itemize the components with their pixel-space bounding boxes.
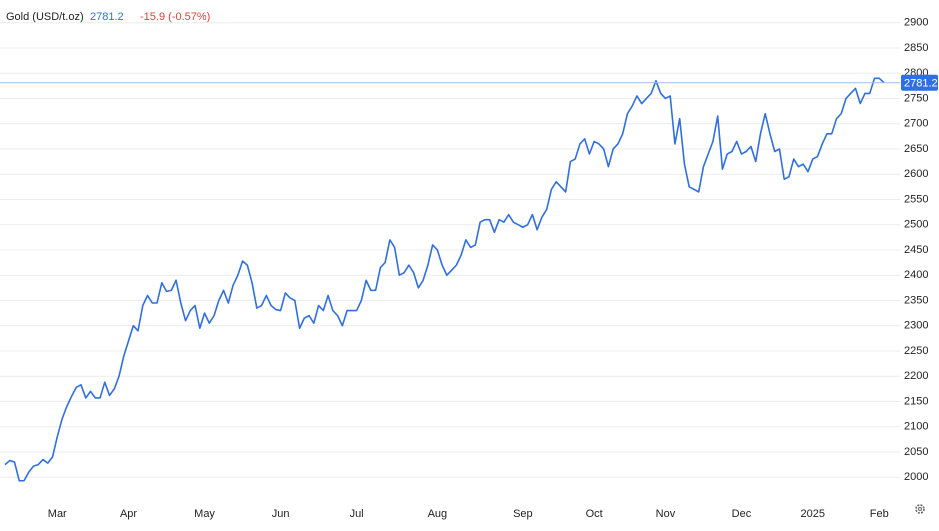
y-tick-label: 2450 [904,244,928,256]
last-price-label: 2781.2 [904,78,938,90]
y-tick-label: 2500 [904,219,928,231]
y-tick-label: 2200 [904,370,928,382]
x-tick-label: Feb [870,508,889,520]
last-price: 2781.2 [90,11,124,23]
price-line [4,77,885,482]
y-tick-label: 2250 [904,345,928,357]
chart-title: Gold (USD/t.oz) [6,11,84,23]
y-tick-label: 2750 [904,92,928,104]
y-tick-label: 2100 [904,421,928,433]
y-tick-label: 2600 [904,168,928,180]
y-tick-label: 2700 [904,118,928,130]
x-tick-label: Jul [350,508,364,520]
last-price-badge [901,74,938,91]
x-tick-label: Oct [586,508,603,520]
x-tick-label: Apr [120,508,137,520]
y-tick-label: 2550 [904,193,928,205]
x-tick-label: Jun [272,508,290,520]
y-tick-label: 2150 [904,395,928,407]
settings-icon[interactable] [915,504,925,514]
x-tick-label: Aug [428,508,448,520]
y-tick-label: 2300 [904,320,928,332]
y-tick-label: 2900 [904,17,928,29]
x-tick-label: May [194,508,215,520]
y-tick-label: 2050 [904,446,928,458]
y-tick-label: 2650 [904,143,928,155]
x-tick-label: Dec [732,508,752,520]
x-tick-label: Sep [513,508,533,520]
y-tick-label: 2850 [904,42,928,54]
y-tick-label: 2350 [904,294,928,306]
price-change: -15.9 (-0.57%) [140,11,210,23]
x-tick-label: Nov [656,508,676,520]
y-tick-label: 2000 [904,471,928,483]
y-tick-label: 2400 [904,269,928,281]
x-tick-label: 2025 [800,508,824,520]
x-tick-label: Mar [48,508,67,520]
